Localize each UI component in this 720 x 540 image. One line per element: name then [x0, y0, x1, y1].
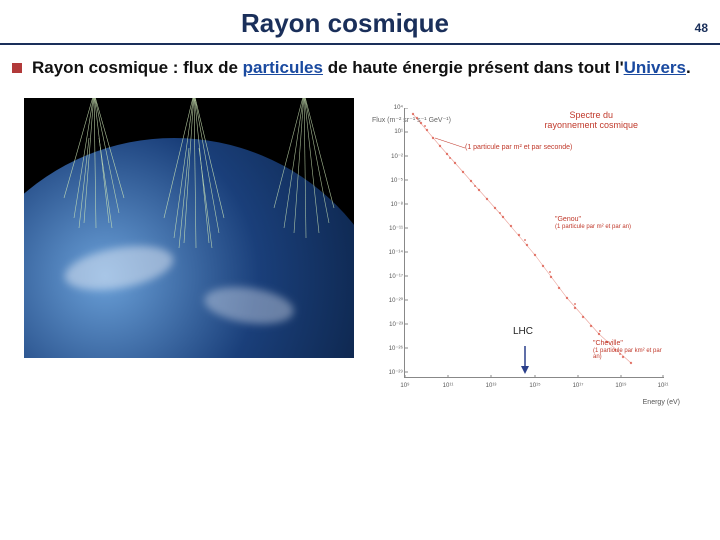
page-number: 48 [678, 21, 708, 35]
annotation-ankle-sub: (1 particule par km² et par an) [593, 348, 664, 361]
ytick: 10⁻²⁹ [379, 369, 403, 376]
text-mid: de haute énergie présent dans tout l' [323, 58, 624, 77]
spectrum-chart: Flux (m⁻² sr⁻¹ s⁻¹ GeV⁻¹) Spectre du ray… [366, 98, 686, 408]
ytick: 10⁴ [379, 105, 403, 111]
xtick: 10¹⁷ [573, 383, 584, 389]
cosmic-showers-icon [24, 98, 354, 358]
link-univers[interactable]: Univers [624, 58, 686, 77]
ytick: 10⁻⁵ [379, 177, 403, 184]
ytick: 10⁻⁸ [379, 201, 403, 208]
ytick: 10⁻¹⁷ [379, 273, 403, 280]
xtick: 10⁹ [400, 383, 409, 389]
link-particules[interactable]: particules [243, 58, 323, 77]
ytick: 10⁻²⁰ [379, 297, 403, 304]
ytick: 10⁻² [379, 153, 403, 160]
chart-x-label: Energy (eV) [643, 399, 680, 406]
ytick: 10⁻¹¹ [379, 225, 403, 232]
ytick: 10⁻¹⁴ [379, 249, 403, 256]
lhc-label: LHC [513, 326, 533, 337]
text-post: . [686, 58, 691, 77]
annotation-ankle-label: "Cheville" [593, 340, 664, 348]
xtick: 10²¹ [658, 383, 669, 389]
slide-title: Rayon cosmique [12, 8, 678, 39]
chart-plot-area: 10⁴ 10¹ 10⁻² 10⁻⁵ 10⁻⁸ 10⁻¹¹ 10⁻¹⁴ 10⁻¹⁷… [404, 108, 664, 378]
xtick: 10¹⁵ [529, 383, 540, 389]
annotation-knee: "Genou" (1 particule par m² et par an) [555, 216, 631, 230]
text-pre: Rayon cosmique : flux de [32, 58, 243, 77]
xtick: 10¹¹ [443, 383, 454, 389]
xtick: 10¹⁹ [615, 383, 626, 389]
annotation-knee-sub: (1 particule par m² et par an) [555, 224, 631, 231]
image-row: Flux (m⁻² sr⁻¹ s⁻¹ GeV⁻¹) Spectre du ray… [0, 80, 720, 408]
annotation-ankle: "Cheville" (1 particule par km² et par a… [593, 340, 664, 361]
ytick: 10⁻²³ [379, 321, 403, 328]
bullet-text: Rayon cosmique : flux de particules de h… [32, 57, 691, 80]
ytick: 10¹ [379, 129, 403, 135]
ytick: 10⁻²⁶ [379, 345, 403, 352]
earth-illustration [24, 98, 354, 358]
xtick: 10¹³ [486, 383, 497, 389]
annotation-knee-label: "Genou" [555, 216, 631, 224]
bullet-marker [12, 63, 22, 73]
bullet-item: Rayon cosmique : flux de particules de h… [0, 45, 720, 80]
annotation-top: (1 particule par m² et par seconde) [465, 144, 572, 152]
slide-header: Rayon cosmique 48 [0, 0, 720, 45]
